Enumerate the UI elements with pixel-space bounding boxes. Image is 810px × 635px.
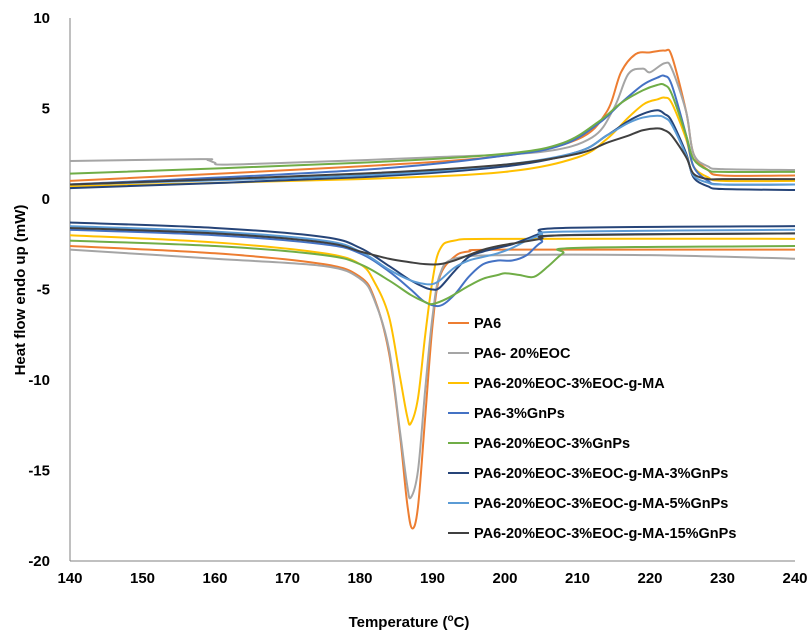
- legend-label: PA6-3%GnPs: [474, 406, 565, 422]
- series-line-heating: [69, 127, 795, 186]
- x-tick-label: 210: [565, 570, 590, 587]
- y-tick-label: -5: [37, 282, 50, 299]
- legend-label: PA6-20%EOC-3%GnPs: [474, 436, 630, 452]
- x-tick-label: 170: [275, 570, 300, 587]
- x-tick-label: 160: [202, 570, 227, 587]
- x-axis-title: Temperature (oC): [349, 613, 470, 631]
- series-line-heating: [69, 83, 796, 175]
- x-tick-label: 220: [637, 570, 662, 587]
- series-layer: [69, 48, 796, 530]
- y-tick-label: -10: [28, 372, 50, 389]
- y-tick-label: -15: [28, 463, 50, 480]
- y-tick-label: 10: [33, 10, 50, 27]
- series-line-heating: [69, 109, 796, 191]
- x-tick-label: 240: [782, 570, 807, 587]
- tick-labels: 140 150 160 170 180 190 200 210 220 230 240 10 5 0 -5 -…: [28, 10, 807, 587]
- x-tick-label: 230: [710, 570, 735, 587]
- x-tick-label: 190: [420, 570, 445, 587]
- legend-label: PA6: [474, 316, 501, 332]
- y-tick-label: -20: [28, 553, 50, 570]
- legend-label: PA6- 20%EOC: [474, 346, 571, 362]
- x-tick-label: 150: [130, 570, 155, 587]
- series-line-cooling: [69, 239, 796, 306]
- y-tick-label: 5: [42, 101, 50, 118]
- series-line-cooling: [69, 234, 796, 426]
- series-line-heating: [69, 48, 796, 182]
- x-tick-label: 200: [492, 570, 517, 587]
- legend-label: PA6-20%EOC-3%EOC-g-MA-3%GnPs: [474, 466, 728, 482]
- legend-label: PA6-20%EOC-3%EOC-g-MA-5%GnPs: [474, 496, 728, 512]
- legend: PA6 PA6- 20%EOC PA6-20%EOC-3%EOC-g-MA PA6-3…: [448, 316, 736, 542]
- series-line-cooling: [69, 245, 796, 530]
- x-tick-label: 180: [347, 570, 372, 587]
- series-line-heating: [69, 114, 796, 186]
- axes: [69, 18, 795, 562]
- series-line-cooling: [69, 248, 796, 500]
- series-line-cooling: [69, 226, 796, 266]
- y-tick-label: 0: [42, 191, 50, 208]
- x-tick-label: 140: [57, 570, 82, 587]
- series-line-heating: [69, 74, 796, 186]
- legend-label: PA6-20%EOC-3%EOC-g-MA-15%GnPs: [474, 526, 736, 542]
- legend-label: PA6-20%EOC-3%EOC-g-MA: [474, 376, 665, 392]
- y-axis-title: Heat flow endo up (mW): [12, 205, 29, 376]
